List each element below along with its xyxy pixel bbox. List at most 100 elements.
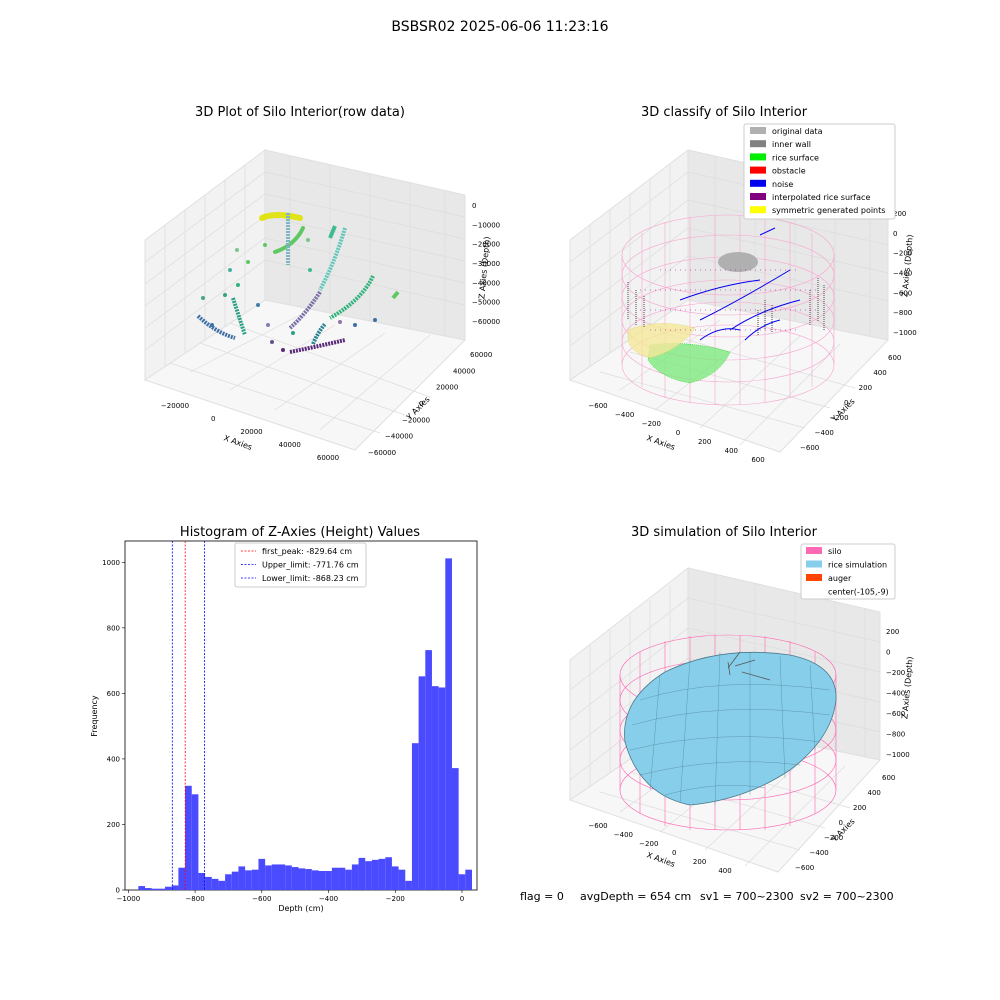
raw-point [306, 238, 310, 242]
simulation-legend-label: rice simulation [828, 561, 887, 570]
histogram-xlabel: Depth (cm) [278, 904, 323, 913]
histogram-x-tick-label: −400 [319, 895, 338, 903]
raw-arc-blue-a [196, 314, 236, 340]
panel-simulation: 3D simulation of Silo Interior −600−400−… [568, 525, 915, 875]
simulation-y-tick-label: 0 [839, 819, 843, 827]
footer-avg-depth: avgDepth = 654 cm [580, 890, 691, 903]
raw-x-tick-label: 40000 [279, 441, 301, 449]
histogram-x-tick-label: −800 [185, 895, 204, 903]
classify-legend-frame [743, 123, 896, 220]
raw-point [373, 318, 377, 322]
histogram-y-tick-label: 1000 [102, 559, 120, 567]
histogram-legend-label: Lower_limit: -868.23 cm [262, 574, 359, 583]
simulation-y-tick-label: 200 [853, 804, 866, 812]
histogram-y-tick-label: 800 [107, 624, 120, 632]
raw-arc-yellow [259, 212, 303, 221]
histogram-legend-label: Upper_limit: -771.76 cm [262, 561, 359, 570]
raw-z-tick-label: −30000 [472, 260, 500, 268]
classify-z-tick-label: −600 [893, 289, 912, 297]
raw-z-tick-label: 0 [472, 202, 476, 210]
classify-z-tick-label: −1000 [893, 329, 917, 337]
histogram-bar [351, 864, 359, 890]
histogram-x-tick-label: 0 [460, 895, 464, 903]
classify-legend-label: original data [772, 127, 823, 136]
raw-arc-green-a [273, 226, 305, 254]
raw-arc-teal-d [311, 322, 327, 345]
histogram-x-tick-label: −1000 [116, 895, 140, 903]
raw-y-tick-label: 20000 [436, 384, 458, 392]
histogram-x-tick-label: −600 [252, 895, 271, 903]
classify-xlabel: X Axies [645, 433, 676, 452]
histogram-bar [185, 785, 192, 890]
histogram-bar [305, 869, 312, 890]
histogram-bar [358, 857, 366, 890]
raw-point [201, 296, 205, 300]
classify-y-tick-label: 200 [859, 384, 872, 392]
classify-y-tick-label: −400 [815, 429, 834, 437]
histogram-legend-frame [234, 542, 367, 588]
classify-legend-label: symmetric generated points [772, 206, 885, 215]
simulation-y-tick-label: 400 [868, 789, 881, 797]
simulation-z-tick-label: −600 [886, 710, 905, 718]
histogram-bar [425, 650, 432, 890]
simulation-legend-swatch [806, 587, 822, 595]
simulation-y-tick-label: 600 [882, 774, 895, 782]
histogram-title: Histogram of Z-Axies (Height) Values [180, 525, 420, 540]
raw-arc-teal-c [231, 297, 247, 336]
simulation-zlabel: Z Axies (Depth) [900, 656, 914, 719]
raw-point [246, 260, 250, 264]
classify-z-tick-label: 200 [893, 210, 906, 218]
raw-x-tick-label: 20000 [240, 428, 262, 436]
classify-x-tick-label: −600 [588, 402, 607, 410]
simulation-z-tick-label: 200 [886, 628, 899, 636]
raw-point [256, 303, 260, 307]
histogram-bar [271, 864, 279, 890]
simulation-legend-swatch [806, 560, 822, 568]
classify-legend-swatch [750, 153, 766, 161]
histogram-vlines [171, 541, 205, 890]
raw-point [263, 243, 267, 247]
histogram-bar [265, 865, 272, 890]
classify-wall-right [809, 278, 825, 330]
histogram-bar [158, 888, 166, 890]
raw-z-tick-label: −60000 [472, 318, 500, 326]
simulation-legend-label: auger [828, 574, 852, 583]
histogram-y-tick-label: 0 [116, 887, 120, 895]
classify-legend-swatch [750, 193, 766, 200]
raw-y-tick-label: −40000 [385, 433, 413, 441]
histogram-x-ticks: −1000 −800 −600 −400 −200 0 [116, 890, 464, 903]
classify-legend-label: noise [772, 180, 793, 189]
classify-z-tick-label: −400 [893, 270, 912, 278]
simulation-x-tick-label: −600 [588, 822, 607, 830]
histogram-bar [145, 888, 152, 890]
raw-x-tick-label: 0 [211, 415, 215, 423]
classify-original-data [718, 252, 758, 272]
histogram-bar [451, 768, 459, 890]
classify-legend-swatch [750, 127, 766, 134]
raw-y-tick-label: 60000 [470, 351, 492, 359]
raw-point [236, 283, 240, 287]
histogram-bar [198, 872, 206, 890]
histogram-bar [458, 874, 466, 890]
classify-interpolated-surface [640, 269, 820, 331]
simulation-x-tick-label: −400 [614, 831, 633, 839]
histogram-bar [385, 857, 392, 890]
classify-y-tick-label: 0 [844, 399, 848, 407]
histogram-bar [378, 858, 386, 890]
simulation-x-tick-label: 400 [718, 867, 731, 875]
simulation-legend-label: center(-105,-9) [828, 588, 889, 597]
panel-raw-data-title: 3D Plot of Silo Interior(row data) [195, 105, 405, 120]
simulation-legend-swatch [806, 574, 822, 581]
histogram-bar [438, 687, 446, 890]
footer-sv1: sv1 = 700~2300 [700, 890, 794, 903]
simulation-z-ticks: 200 0 −200 −400 −600 −800 −1000 [886, 628, 910, 759]
classify-legend-label: obstacle [772, 167, 806, 176]
raw-point [270, 340, 274, 344]
simulation-z-tick-label: 0 [886, 649, 890, 657]
classify-zlabel: Z Axies (Depth) [900, 234, 914, 297]
histogram-bar [151, 888, 159, 890]
simulation-auger [727, 651, 771, 681]
classify-x-tick-label: −400 [615, 411, 634, 419]
raw-z-tick-label: −20000 [472, 241, 500, 249]
panel-classify: 3D classify of Silo Interior −600 [568, 105, 917, 464]
